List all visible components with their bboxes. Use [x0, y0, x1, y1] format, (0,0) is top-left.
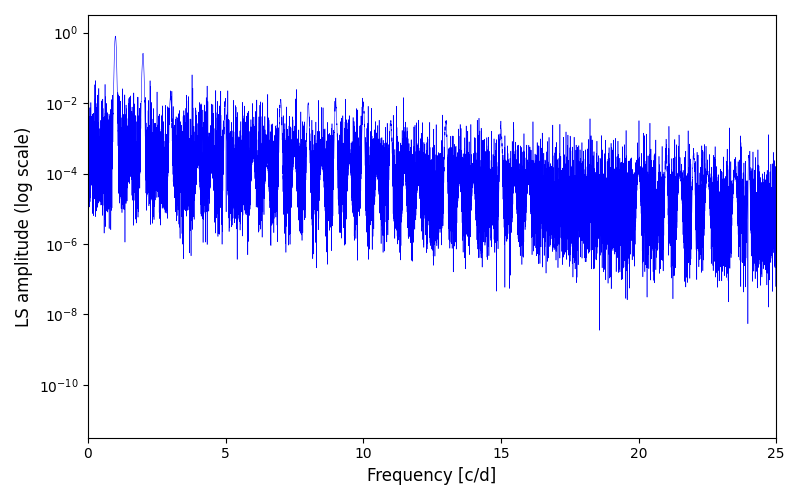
Y-axis label: LS amplitude (log scale): LS amplitude (log scale)	[15, 126, 33, 326]
X-axis label: Frequency [c/d]: Frequency [c/d]	[367, 467, 497, 485]
